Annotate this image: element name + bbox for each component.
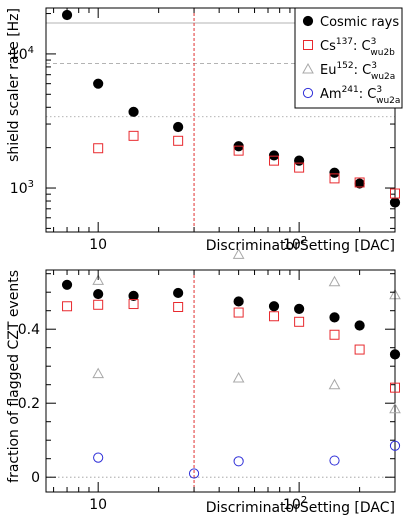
legend-marker-am <box>302 87 314 99</box>
legend: Cosmic rays Cs137: C3 wu2b Eu152: C3 wu2a Am2… <box>294 7 403 109</box>
data-point-am <box>389 440 401 451</box>
data-point-cosmic <box>61 279 73 290</box>
data-point-cs <box>173 135 184 146</box>
data-point-cosmic <box>233 296 244 307</box>
legend-label-cs: Cs137: C3 wu2b <box>320 37 395 58</box>
legend-label-cosmic: Cosmic rays <box>320 15 399 30</box>
legend-marker-cosmic <box>302 15 314 27</box>
data-point-cs <box>128 130 139 141</box>
data-point-cosmic <box>173 121 184 133</box>
data-point-cosmic <box>128 290 139 301</box>
data-point-cs <box>269 155 280 166</box>
data-point-cs <box>269 311 280 322</box>
data-point-eu <box>92 274 105 285</box>
data-point-am <box>93 452 104 463</box>
plot-frame <box>45 7 396 233</box>
y-tick-label: 103 <box>10 179 34 197</box>
data-point-eu <box>389 402 401 414</box>
legend-box <box>294 7 403 109</box>
data-point-cs <box>62 301 73 312</box>
data-point-cs <box>354 344 365 355</box>
data-point-cs <box>93 143 104 154</box>
data-point-cosmic <box>389 197 401 208</box>
data-point-cs <box>329 173 340 184</box>
x-tick-label: 10 <box>89 497 107 513</box>
x-tick-label: 10 <box>89 237 107 253</box>
data-point-eu <box>92 367 105 379</box>
y-tick-label: 0 <box>31 470 40 486</box>
data-point-cs <box>294 162 305 173</box>
y-axis-label: fraction of flagged CZT events <box>6 270 22 483</box>
y-axis-label: shield scaler rate [Hz] <box>6 8 22 162</box>
data-point-cs <box>233 145 244 156</box>
data-point-cosmic <box>294 303 305 314</box>
data-point-cs <box>173 302 184 312</box>
data-point-cosmic <box>173 287 184 299</box>
data-point-eu <box>232 372 245 383</box>
data-point-eu <box>328 378 341 390</box>
data-point-am <box>233 456 244 467</box>
x-tick-label: 102 <box>283 495 307 513</box>
data-point-cs <box>233 307 244 318</box>
data-point-cosmic <box>268 301 280 312</box>
panel-shield-scaler-rate: 10 102 103 104 DiscriminatorSetting [DAC] shi… <box>6 7 401 300</box>
data-point-cs <box>354 177 365 188</box>
data-point-cosmic <box>93 288 104 300</box>
data-point-cosmic <box>61 9 73 21</box>
data-point-cosmic <box>268 150 280 161</box>
legend-label-eu: Eu152: C3 wu2a <box>320 61 395 82</box>
data-point-eu <box>328 275 341 287</box>
data-point-cs <box>294 316 305 327</box>
data-point-cosmic <box>354 320 365 331</box>
data-point-cosmic <box>128 106 139 117</box>
data-point-cs <box>128 299 139 310</box>
data-point-cs <box>93 299 104 310</box>
panel-flagged-fraction: 10 102 0 0.2 0.4 DiscriminatorSetting [DAC] fr… <box>6 269 401 516</box>
legend-marker-eu <box>302 62 314 74</box>
data-point-am <box>188 468 200 479</box>
x-axis-label: DiscriminatorSetting [DAC] <box>206 500 395 516</box>
data-point-cosmic <box>93 78 104 89</box>
x-axis-label: DiscriminatorSetting [DAC] <box>206 238 395 254</box>
y-tick-label: 0.4 <box>18 322 40 338</box>
data-point-cosmic <box>294 155 305 166</box>
legend-marker-cs <box>303 40 313 50</box>
legend-label-am: Am241: C3 wu2a <box>320 85 400 106</box>
data-point-eu <box>232 248 245 259</box>
plot-frame <box>45 269 396 493</box>
data-point-cosmic <box>389 349 401 360</box>
data-point-cosmic <box>329 312 340 323</box>
x-tick-label: 102 <box>283 235 307 253</box>
data-point-cs <box>329 329 340 340</box>
data-point-cosmic <box>329 167 340 178</box>
y-tick-label: 0.2 <box>18 396 40 412</box>
y-tick-label: 104 <box>10 45 34 63</box>
data-point-am <box>329 455 340 466</box>
data-point-cs <box>390 382 400 393</box>
data-point-cs <box>390 188 400 199</box>
